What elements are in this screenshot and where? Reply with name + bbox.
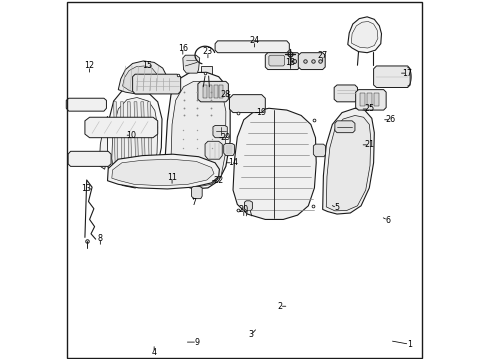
Polygon shape: [325, 116, 370, 211]
Polygon shape: [298, 53, 325, 69]
Text: 27: 27: [317, 51, 327, 60]
Text: 29: 29: [220, 133, 230, 142]
Text: 14: 14: [227, 158, 238, 167]
Text: 1: 1: [406, 340, 411, 349]
Text: 26: 26: [385, 115, 395, 124]
Polygon shape: [212, 126, 227, 138]
Text: 15: 15: [142, 62, 152, 71]
Text: 21: 21: [364, 140, 374, 149]
Polygon shape: [141, 102, 145, 176]
Text: 16: 16: [178, 44, 187, 53]
Polygon shape: [223, 143, 234, 156]
Text: 2: 2: [277, 302, 282, 311]
Polygon shape: [112, 159, 214, 186]
Polygon shape: [208, 85, 212, 98]
Polygon shape: [215, 41, 289, 53]
Text: 20: 20: [238, 205, 248, 214]
Text: 5: 5: [334, 203, 339, 212]
Text: 18: 18: [285, 58, 295, 67]
Text: 7: 7: [191, 198, 196, 207]
Text: 12: 12: [84, 62, 95, 71]
Polygon shape: [204, 141, 222, 159]
Polygon shape: [113, 102, 118, 176]
Polygon shape: [219, 85, 223, 98]
Polygon shape: [164, 72, 230, 189]
Polygon shape: [373, 66, 409, 87]
Polygon shape: [268, 55, 284, 66]
Polygon shape: [355, 90, 386, 110]
Text: 10: 10: [126, 131, 136, 140]
Polygon shape: [68, 151, 111, 166]
Polygon shape: [351, 22, 377, 48]
Polygon shape: [112, 98, 158, 182]
Polygon shape: [229, 95, 265, 113]
Polygon shape: [99, 116, 107, 169]
Polygon shape: [359, 93, 364, 107]
Polygon shape: [313, 144, 325, 157]
Polygon shape: [134, 102, 139, 176]
Polygon shape: [265, 53, 300, 69]
Polygon shape: [85, 117, 158, 138]
Polygon shape: [106, 89, 162, 188]
Polygon shape: [171, 81, 225, 186]
Polygon shape: [200, 87, 212, 92]
Text: 28: 28: [221, 90, 230, 99]
Text: 17: 17: [402, 69, 412, 78]
Text: 3: 3: [248, 330, 253, 339]
Polygon shape: [120, 102, 125, 176]
Polygon shape: [132, 74, 180, 94]
Polygon shape: [333, 85, 357, 102]
Polygon shape: [127, 102, 132, 176]
Text: 8: 8: [98, 234, 102, 243]
Text: 23: 23: [203, 47, 213, 56]
Polygon shape: [347, 17, 381, 53]
Polygon shape: [373, 93, 379, 107]
Polygon shape: [147, 102, 152, 176]
Text: 6: 6: [385, 216, 389, 225]
Polygon shape: [118, 61, 166, 94]
Polygon shape: [244, 201, 252, 211]
Polygon shape: [122, 66, 158, 93]
Polygon shape: [183, 55, 199, 73]
Polygon shape: [107, 154, 219, 189]
Polygon shape: [334, 121, 354, 133]
Polygon shape: [201, 66, 211, 76]
Polygon shape: [366, 93, 371, 107]
Text: 9: 9: [194, 338, 199, 347]
Polygon shape: [233, 108, 316, 220]
Text: 13: 13: [81, 184, 91, 193]
Text: 4: 4: [151, 348, 156, 357]
Text: 25: 25: [364, 104, 374, 113]
Polygon shape: [214, 85, 217, 98]
Polygon shape: [322, 108, 373, 214]
Polygon shape: [66, 98, 106, 111]
Text: 24: 24: [249, 36, 259, 45]
Polygon shape: [203, 85, 206, 98]
Polygon shape: [198, 81, 228, 102]
Text: 22: 22: [213, 176, 224, 185]
Text: 11: 11: [167, 173, 177, 182]
Polygon shape: [191, 186, 202, 199]
Text: 19: 19: [256, 108, 266, 117]
